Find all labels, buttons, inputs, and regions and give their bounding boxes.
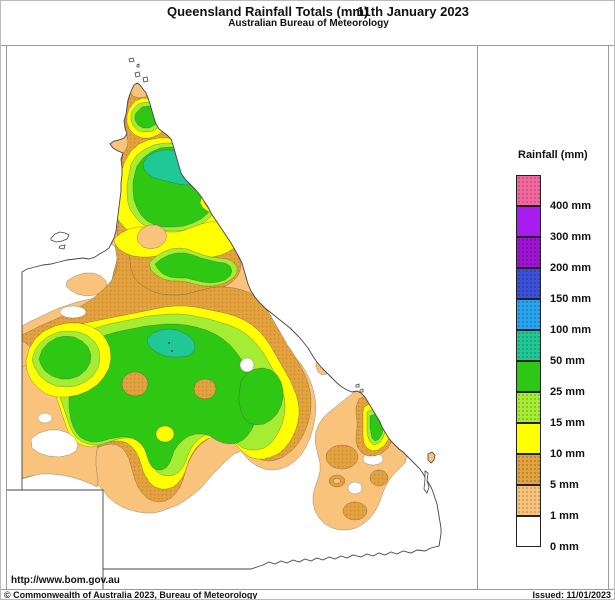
legend-label-400-mm: 400 mm	[550, 200, 591, 212]
page-date: 11th January 2023	[357, 4, 470, 19]
bottom-rule	[1, 589, 614, 590]
legend-swatch-15-mm	[516, 392, 541, 423]
copyright-text: © Commonwealth of Australia 2023, Bureau…	[4, 590, 258, 600]
legend-label-15-mm: 15 mm	[550, 417, 585, 429]
legend-swatch-200-mm	[516, 237, 541, 268]
contour-0mm-hole-west-small	[37, 412, 53, 424]
neighbor-borders	[7, 489, 104, 589]
contour-10mm-leg-spot	[155, 425, 175, 443]
contour-25mm-east-lobe	[238, 367, 284, 426]
contour-25mm-base-band	[154, 252, 233, 284]
legend-swatch-50-mm	[516, 330, 541, 361]
mornington-island	[50, 231, 70, 243]
moreton-stradbroke-islands	[423, 470, 430, 494]
right-rule	[608, 45, 609, 590]
legend-swatch-5-mm	[516, 454, 541, 485]
legend-swatch-1-mm	[516, 485, 541, 516]
contour-25mm-west-core	[38, 335, 92, 380]
contour-5mm-inner-oval-east	[193, 378, 217, 400]
legend-swatches: 400 mm 300 mm 200 mm 150 mm 100 mm 50 mm 25 mm…	[516, 175, 614, 555]
issued-date: Issued: 11/01/2023	[532, 590, 611, 600]
legend-title: Rainfall (mm)	[518, 149, 588, 161]
contour-0mm-hole-west-large	[30, 429, 79, 458]
bom-url: http://www.bom.gov.au	[11, 575, 120, 586]
contour-5mm-inner-oval-west	[121, 371, 149, 397]
top-rule	[1, 45, 614, 46]
contour-5mm-se-patch-c	[369, 469, 389, 487]
contour-1mm-coastal-spot	[315, 354, 333, 376]
legend-label-25-mm: 25 mm	[550, 386, 585, 398]
fraser-island	[427, 451, 436, 464]
legend-label-300-mm: 300 mm	[550, 231, 591, 243]
legend-label-200-mm: 200 mm	[550, 262, 591, 274]
page-title: Queensland Rainfall Totals (mm)	[167, 4, 369, 19]
legend-label-150-mm: 150 mm	[550, 293, 591, 305]
contour-0mm-se-hole-b	[347, 481, 363, 495]
coastline	[21, 82, 442, 570]
legend-swatch-25-mm	[516, 361, 541, 392]
page-subtitle: Australian Bureau of Meteorology	[228, 18, 389, 29]
legend-swatch-0-mm	[516, 516, 541, 547]
whitsunday-islets	[355, 383, 364, 393]
contour-1mm-base-spot	[136, 224, 168, 250]
legend-swatch-100-mm	[516, 299, 541, 330]
contour-5mm-se-patch-a	[325, 444, 359, 470]
contour-50mm-central-core	[146, 328, 196, 358]
left-rule	[6, 45, 7, 590]
legend-swatch-300-mm	[516, 206, 541, 237]
legend-swatch-150-mm	[516, 268, 541, 299]
legend-label-5-mm: 5 mm	[550, 479, 579, 491]
map-legend-divider	[477, 45, 478, 590]
legend-swatch-10-mm	[516, 423, 541, 454]
legend-label-1-mm: 1 mm	[550, 510, 579, 522]
torres-strait-islands	[128, 57, 149, 83]
map-speck	[168, 342, 170, 344]
map-speck	[171, 350, 173, 352]
legend-swatch-400-mm	[516, 175, 541, 206]
contour-0mm-hole-east-lobe	[239, 357, 255, 373]
contour-5mm-se-patch-d	[342, 501, 368, 521]
gulf-islet	[58, 244, 66, 250]
contour-25mm-central	[68, 323, 259, 471]
legend-label-0-mm: 0 mm	[550, 541, 579, 553]
contour-0mm-hole-gulf	[59, 305, 87, 319]
legend-label-50-mm: 50 mm	[550, 355, 585, 367]
contour-1mm-se-patch-b-center	[333, 478, 341, 484]
islands	[50, 57, 436, 494]
legend-label-10-mm: 10 mm	[550, 448, 585, 460]
legend-label-100-mm: 100 mm	[550, 324, 591, 336]
rainfall-contours	[22, 83, 408, 531]
queensland-rainfall-map	[7, 57, 442, 589]
